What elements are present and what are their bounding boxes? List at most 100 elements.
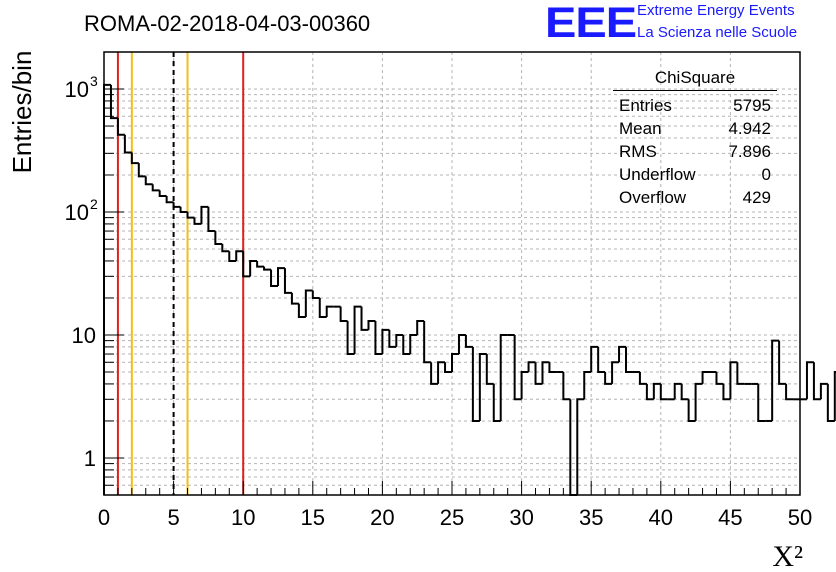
histogram-bin xyxy=(645,383,654,401)
stat-label: Overflow xyxy=(619,188,687,207)
histogram-bin xyxy=(367,319,376,330)
histogram-bin xyxy=(214,231,223,245)
histogram-bin xyxy=(116,118,125,136)
x-tick-label: 40 xyxy=(649,505,673,530)
histogram-bin xyxy=(471,346,480,422)
histogram-bin xyxy=(207,206,216,233)
stat-row-overflow: Overflow 429 xyxy=(613,186,777,209)
stat-label: Mean xyxy=(619,119,662,138)
y-tick-label: 10 xyxy=(65,200,89,225)
histogram-bin xyxy=(297,303,306,319)
chart-title: ROMA-02-2018-04-03-00360 xyxy=(84,11,371,36)
histogram-bin xyxy=(374,320,383,356)
x-axis-title: X² xyxy=(772,540,803,572)
stat-value: 429 xyxy=(742,188,771,207)
stat-label: Underflow xyxy=(619,165,696,184)
x-tick-label: 30 xyxy=(509,505,533,530)
stat-value: 5795 xyxy=(733,96,771,115)
histogram-bin xyxy=(158,190,167,197)
x-tick-label: 5 xyxy=(167,505,179,530)
histogram-bin xyxy=(353,305,362,355)
y-tick-label: 1 xyxy=(84,446,96,471)
histogram-bin xyxy=(618,345,626,363)
x-tick-labels: 0 5 10 15 20 25 30 35 40 45 50 xyxy=(98,505,812,530)
logo-caption-line2: La Scienza nelle Scuole xyxy=(637,24,798,41)
x-tick-label: 15 xyxy=(301,505,325,530)
stat-label: Entries xyxy=(619,96,672,115)
histogram-bin xyxy=(611,361,620,384)
histogram-bin xyxy=(395,333,404,347)
histogram-bin xyxy=(388,329,397,348)
histogram-bin xyxy=(778,340,787,385)
histogram-bin xyxy=(826,383,835,422)
histogram-bin xyxy=(235,250,244,261)
stat-value: 0 xyxy=(761,165,771,184)
axis-ticks xyxy=(103,51,801,496)
histogram-bin xyxy=(548,362,557,374)
histogram-bin xyxy=(221,243,230,253)
histogram-bin xyxy=(318,297,327,319)
stat-row-entries: Entries 5795 xyxy=(613,94,777,117)
y-axis-title: Entries/bin xyxy=(7,51,37,174)
eee-logo: EEE xyxy=(545,0,637,47)
histogram-bin xyxy=(457,333,466,355)
y-tick-exponent: 2 xyxy=(90,196,98,212)
histogram-bin xyxy=(833,371,836,421)
histogram-bin xyxy=(109,84,118,120)
histogram-bin xyxy=(680,383,689,401)
histogram-bin xyxy=(325,305,334,318)
histogram-bin xyxy=(249,259,258,277)
histogram-bin xyxy=(165,195,174,204)
histogram-bin xyxy=(193,217,202,225)
histogram-bin xyxy=(757,383,766,422)
histogram-bin xyxy=(562,372,571,401)
x-tick-label: 25 xyxy=(440,505,464,530)
histogram-bin xyxy=(534,362,543,385)
histogram-bin xyxy=(673,382,682,400)
histogram-bin xyxy=(228,251,237,262)
histogram-bin xyxy=(430,362,439,385)
histogram-bin xyxy=(123,134,132,154)
histogram-bin xyxy=(478,353,487,421)
histogram-bin xyxy=(541,361,550,384)
histogram-bin xyxy=(527,361,536,373)
stat-value: 4.942 xyxy=(728,119,771,138)
histogram-bin xyxy=(144,176,153,186)
x-tick-label: 35 xyxy=(579,505,603,530)
stat-row-rms: RMS 7.896 xyxy=(613,140,777,163)
histogram-bin xyxy=(256,260,265,268)
histogram-bin xyxy=(576,398,585,495)
histogram-bin xyxy=(604,372,613,385)
y-tick-label: 10 xyxy=(72,323,96,348)
histogram-bin xyxy=(346,320,355,356)
histogram-bin xyxy=(771,339,780,421)
histogram-bin xyxy=(569,399,578,496)
histogram-bin xyxy=(416,319,425,335)
histogram-bin xyxy=(423,320,432,364)
histogram-bin xyxy=(103,83,111,495)
stat-row-mean: Mean 4.942 xyxy=(613,117,777,140)
y-tick-label: 10 xyxy=(65,77,89,102)
histogram-bin xyxy=(687,399,696,422)
stats-title: ChiSquare xyxy=(613,68,777,91)
histogram-bin xyxy=(499,333,508,421)
histogram-bin xyxy=(130,152,139,165)
histogram-bin xyxy=(590,345,599,373)
histogram-bin xyxy=(290,292,299,305)
stats-box: ChiSquare Entries 5795 Mean 4.942 RMS 7.… xyxy=(613,68,777,209)
histogram-bin xyxy=(304,289,313,318)
histogram-bin xyxy=(270,269,278,288)
histogram-bin xyxy=(339,306,348,322)
histogram-bin xyxy=(812,362,821,401)
histogram-bin xyxy=(451,353,459,373)
histogram-bin xyxy=(381,328,390,355)
histogram-bin xyxy=(694,382,703,421)
histogram-bin xyxy=(722,383,731,401)
histogram-bin xyxy=(485,354,494,385)
stat-value: 7.896 xyxy=(728,142,771,161)
histogram-bin xyxy=(179,206,188,214)
histogram-bin xyxy=(785,383,794,401)
histogram-bin xyxy=(652,382,661,400)
histogram-bin xyxy=(137,163,146,178)
